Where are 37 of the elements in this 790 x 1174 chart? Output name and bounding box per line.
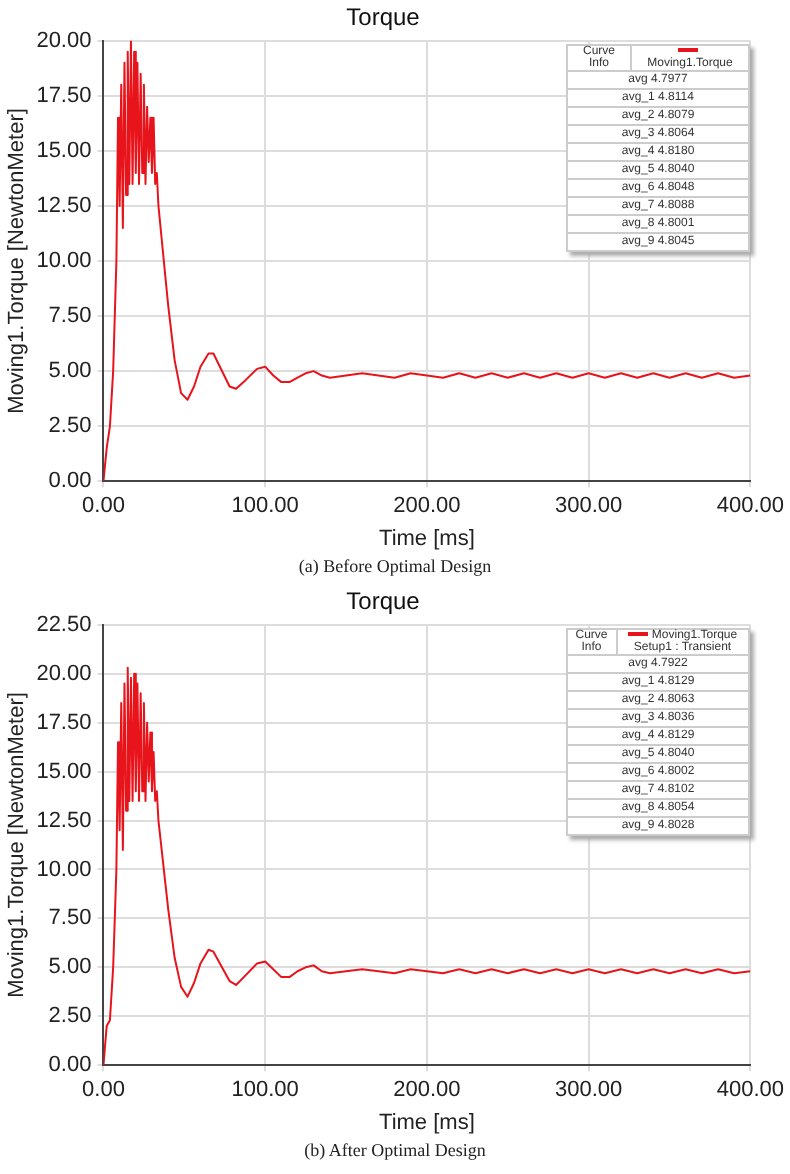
y-tick-label: 2.50 <box>48 1004 92 1029</box>
y-tick-label: 15.00 <box>36 138 92 163</box>
x-tick-label: 400.00 <box>716 494 785 519</box>
x-tick-label: 0.00 <box>82 1078 125 1103</box>
y-tick-label: 20.00 <box>36 28 92 53</box>
y-tick-label: 7.50 <box>48 304 92 329</box>
y-tick-label: 2.50 <box>48 414 92 439</box>
x-tick-label: 400.00 <box>716 1078 785 1103</box>
y-axis-title: Moving1.Torque [NewtonMeter] <box>5 108 30 414</box>
y-tick-label: 22.50 <box>36 612 92 637</box>
x-tick-label: 100.00 <box>231 1078 299 1103</box>
y-tick-label: 12.50 <box>36 194 92 219</box>
y-tick-label: 10.00 <box>36 249 92 274</box>
y-tick-label: 20.00 <box>36 661 92 686</box>
y-tick-label: 17.50 <box>36 83 92 108</box>
text: (b) After Optimal Design <box>302 1138 488 1164</box>
y-tick-label: 7.50 <box>48 906 92 931</box>
x-tick-label: 0.00 <box>82 494 125 519</box>
y-tick-label: 10.00 <box>36 857 92 882</box>
x-tick-label: 300.00 <box>554 1078 623 1103</box>
y-axis-title: Moving1.Torque [NewtonMeter] <box>5 692 30 998</box>
y-tick-label: 0.00 <box>48 1053 92 1078</box>
x-tick-label: 200.00 <box>393 494 461 519</box>
x-axis-title: Time [ms] <box>379 526 475 551</box>
y-tick-label: 5.00 <box>48 955 92 980</box>
y-tick-label: 15.00 <box>36 759 92 784</box>
y-tick-label: 12.50 <box>36 808 92 833</box>
chart-title: Torque <box>346 587 421 616</box>
x-tick-label: 300.00 <box>554 494 623 519</box>
text: (a) Before Optimal Design <box>296 554 494 580</box>
chart-title: Torque <box>346 3 421 32</box>
x-tick-label: 100.00 <box>231 494 299 519</box>
y-tick-label: 0.00 <box>48 469 92 494</box>
y-tick-label: 17.50 <box>36 710 92 735</box>
x-axis-title: Time [ms] <box>379 1110 475 1135</box>
y-tick-label: 5.00 <box>48 359 92 384</box>
x-tick-label: 200.00 <box>393 1078 461 1103</box>
